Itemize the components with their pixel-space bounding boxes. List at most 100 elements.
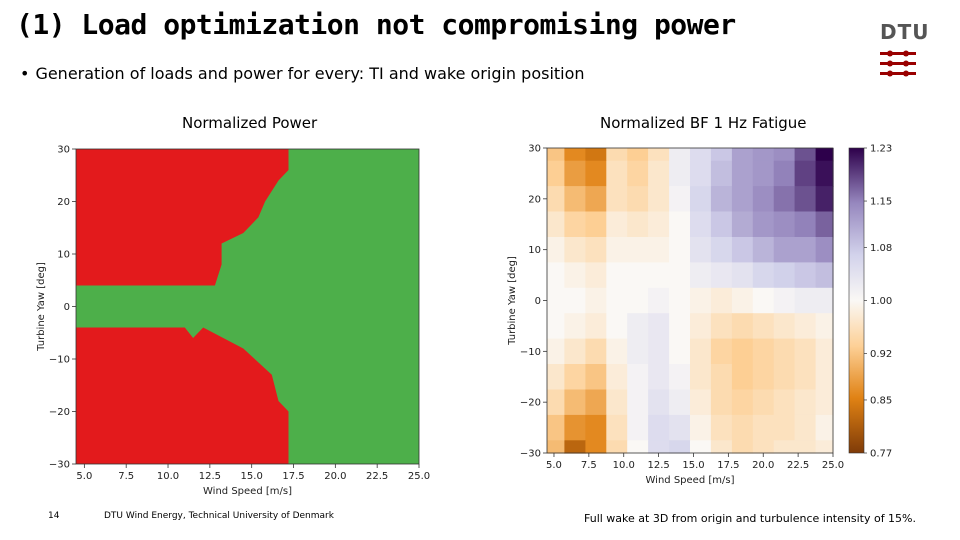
heatmap-cell [815, 148, 834, 162]
heatmap-cell [547, 364, 565, 390]
heatmap-cell [564, 440, 586, 454]
heatmap-cell [585, 262, 607, 289]
heatmap-cell [627, 414, 649, 441]
heatmap-cell [585, 186, 607, 213]
heatmap-cell [585, 148, 607, 162]
heatmap-cell [690, 414, 712, 441]
x-tick-label: 25.0 [408, 471, 430, 482]
heatmap-cell [606, 160, 628, 187]
bullet-dot: • [20, 64, 30, 83]
heatmap-cell [731, 313, 754, 340]
heatmap-cell [752, 364, 775, 390]
x-tick-label: 10.0 [157, 471, 179, 482]
x-tick-label: 17.5 [717, 460, 739, 471]
heatmap-cell [547, 186, 565, 213]
bullet-point: • Generation of loads and power for every… [20, 64, 585, 83]
heatmap-cell [752, 389, 775, 416]
heatmap-cell [794, 160, 817, 187]
y-tick-label: 10 [57, 250, 70, 261]
colorbar-tick-label: 0.77 [870, 449, 892, 460]
heatmap-cell [648, 287, 670, 314]
heatmap-cell [669, 287, 691, 314]
heatmap-cell [794, 237, 817, 263]
y-tick-label: 20 [57, 197, 70, 208]
heatmap-cell [773, 160, 796, 187]
heatmap-cell [731, 262, 754, 289]
figure-caption: Full wake at 3D from origin and turbulen… [584, 512, 917, 525]
y-tick-label: −30 [520, 449, 541, 460]
heatmap-cell [815, 338, 834, 365]
y-tick-label: −30 [49, 460, 70, 471]
heatmap-cell [815, 237, 834, 263]
y-axis-label: Turbine Yaw [deg] [36, 262, 47, 352]
heatmap-cell [547, 313, 565, 340]
y-tick-label: 20 [528, 194, 541, 205]
heatmap-cell [710, 440, 733, 454]
heatmap-cell [585, 287, 607, 314]
y-tick-label: 30 [528, 144, 541, 155]
y-tick-label: 30 [57, 145, 70, 156]
heatmap-cell [752, 262, 775, 289]
heatmap-cell [773, 237, 796, 263]
heatmap-cell [815, 186, 834, 213]
dtu-logo-mark [880, 50, 916, 77]
x-tick-label: 5.0 [546, 460, 562, 471]
heatmap-cell [815, 287, 834, 314]
heatmap-cell [547, 440, 565, 454]
heatmap-cell [731, 338, 754, 365]
heatmap-cell [564, 160, 586, 187]
heatmap-cell [547, 160, 565, 187]
x-tick-label: 15.0 [682, 460, 704, 471]
heatmap-cell [547, 338, 565, 365]
heatmap-cell [773, 262, 796, 289]
heatmap-cell [773, 440, 796, 454]
colorbar-tick-label: 1.23 [870, 144, 892, 155]
heatmap-cell [773, 186, 796, 213]
heatmap-cell [669, 440, 691, 454]
heatmap-cell [585, 414, 607, 441]
heatmap-cell [627, 186, 649, 213]
heatmap-cell [669, 414, 691, 441]
heatmap-cell [794, 364, 817, 390]
heatmap-cell [606, 262, 628, 289]
heatmap-cell [606, 364, 628, 390]
heatmap-cell [606, 440, 628, 454]
footer-text: DTU Wind Energy, Technical University of… [104, 511, 334, 521]
heatmap-cell [710, 237, 733, 263]
heatmap-cell [547, 389, 565, 416]
heatmap-cell [627, 262, 649, 289]
heatmap-cell [731, 389, 754, 416]
heatmap-cell [773, 338, 796, 365]
heatmap-cell [627, 313, 649, 340]
heatmap-cell [794, 389, 817, 416]
x-axis-label: Wind Speed [m/s] [203, 486, 292, 497]
heatmap-cell [710, 364, 733, 390]
fatigue-chart-title: Normalized BF 1 Hz Fatigue [600, 114, 807, 132]
heatmap-cell [627, 440, 649, 454]
y-tick-label: −20 [520, 398, 541, 409]
y-tick-label: 0 [535, 296, 541, 307]
y-tick-label: −20 [49, 407, 70, 418]
heatmap-cell [710, 211, 733, 238]
heatmap-cell [648, 440, 670, 454]
heatmap-cell [752, 211, 775, 238]
heatmap-cell [547, 148, 565, 162]
heatmap-cell [773, 364, 796, 390]
heatmap-cell [627, 211, 649, 238]
heatmap-cell [710, 262, 733, 289]
heatmap-cell [815, 389, 834, 416]
dtu-logo-text: DTU [880, 20, 930, 44]
x-tick-label: 17.5 [282, 471, 304, 482]
heatmap-cell [752, 313, 775, 340]
heatmap-cell [585, 338, 607, 365]
heatmap-cell [752, 237, 775, 263]
y-tick-label: −10 [49, 355, 70, 366]
heatmap-cell [648, 262, 670, 289]
heatmap-cell [690, 211, 712, 238]
heatmap-cell [690, 237, 712, 263]
heatmap-cell [606, 287, 628, 314]
x-tick-label: 20.0 [752, 460, 774, 471]
slide-title: (1) Load optimization not compromising p… [16, 8, 736, 41]
x-axis-label: Wind Speed [m/s] [646, 475, 735, 486]
